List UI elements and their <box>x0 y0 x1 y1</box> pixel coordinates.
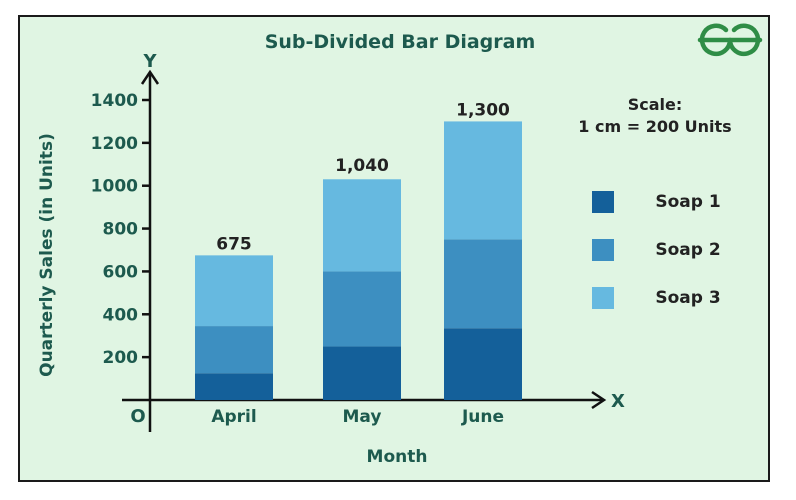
scale-value: 1 cm = 200 Units <box>578 117 731 136</box>
bar-segment-soap-1-june <box>444 328 522 400</box>
y-axis-title: Quarterly Sales (in Units) <box>37 133 57 377</box>
total-labels: 675 1,040 1,300 <box>216 100 510 254</box>
category-label: June <box>461 407 504 427</box>
chart-title: Sub-Divided Bar Diagram <box>265 31 536 53</box>
category-labels: April May June <box>211 407 504 427</box>
legend-label: Soap 2 <box>655 240 720 260</box>
bar-segment-soap-2-april <box>195 326 273 374</box>
bar-segment-soap-1-april <box>195 373 273 400</box>
legend-swatch <box>592 191 614 213</box>
legend-label: Soap 1 <box>655 192 720 212</box>
category-label: May <box>343 407 382 427</box>
origin-label: O <box>130 406 145 427</box>
y-tick-label: 1200 <box>91 134 138 154</box>
x-axis-title: Month <box>367 447 428 467</box>
x-axis-arrow-icon <box>591 390 607 410</box>
bar-segment-soap-2-may <box>323 271 401 347</box>
scale-title: Scale: <box>628 95 683 114</box>
y-ticks: 200 400 600 800 1000 1200 1400 <box>91 91 150 368</box>
bar-segment-soap-3-april <box>195 255 273 327</box>
y-axis-letter: Y <box>142 51 157 72</box>
y-axis-arrow-icon <box>140 69 160 85</box>
bar-total-label: 1,300 <box>456 100 510 120</box>
category-label: April <box>211 407 256 427</box>
bar-segment-soap-2-june <box>444 239 522 329</box>
bar-segment-soap-1-may <box>323 346 401 400</box>
bar-segment-soap-3-june <box>444 121 522 240</box>
y-tick-label: 1000 <box>91 177 138 197</box>
legend-label: Soap 3 <box>655 288 720 308</box>
bar-total-label: 1,040 <box>335 156 389 176</box>
legend-swatch <box>592 287 614 309</box>
y-tick-label: 800 <box>103 220 139 240</box>
y-tick-label: 600 <box>103 262 139 282</box>
bar-segment-soap-3-may <box>323 179 401 272</box>
bars <box>195 121 522 400</box>
legend-swatch <box>592 239 614 261</box>
geeksforgeeks-logo-icon <box>697 23 763 57</box>
y-tick-label: 200 <box>103 348 139 368</box>
legend: Soap 1 Soap 2 Soap 3 <box>592 191 721 309</box>
y-tick-label: 400 <box>103 305 139 325</box>
x-axis-letter: X <box>611 391 625 412</box>
y-tick-label: 1400 <box>91 91 138 111</box>
bar-total-label: 675 <box>216 234 252 254</box>
